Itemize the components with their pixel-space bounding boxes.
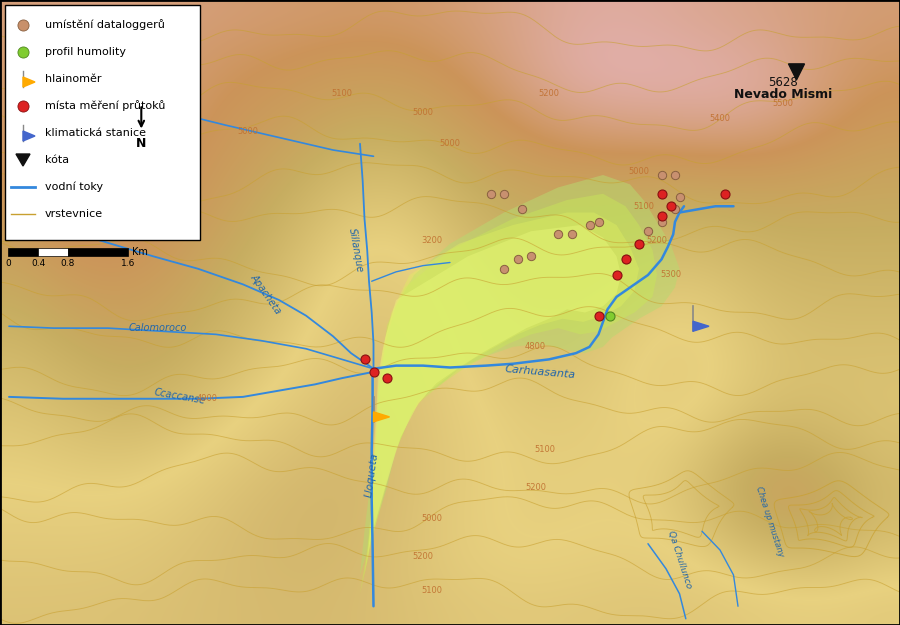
Text: 5200: 5200 (412, 552, 434, 561)
Text: 1.6: 1.6 (121, 259, 135, 268)
Text: 3200: 3200 (421, 236, 443, 245)
Text: kóta: kóta (45, 155, 69, 165)
Bar (68, 248, 128, 256)
Text: 5300: 5300 (660, 271, 681, 279)
Polygon shape (367, 225, 621, 562)
Polygon shape (23, 77, 35, 87)
Text: Km: Km (132, 247, 148, 257)
Text: 0: 0 (5, 259, 11, 268)
Text: 4800: 4800 (525, 342, 546, 351)
Text: 5100: 5100 (331, 89, 353, 98)
Text: Lloqueta: Lloqueta (364, 452, 380, 498)
Text: Qa Chullunco: Qa Chullunco (666, 529, 693, 589)
Polygon shape (16, 154, 30, 166)
Text: Apacheta: Apacheta (248, 272, 283, 316)
Text: Calomoroco: Calomoroco (129, 323, 186, 333)
Text: 0.8: 0.8 (61, 259, 76, 268)
Text: 5200: 5200 (525, 483, 546, 492)
Text: 5628: 5628 (768, 76, 798, 89)
Text: Chea up mustany: Chea up mustany (754, 486, 785, 558)
Text: 5200: 5200 (538, 89, 560, 98)
Text: 5000: 5000 (237, 127, 258, 136)
Polygon shape (788, 64, 805, 80)
Bar (8, 248, 38, 256)
Text: Nevado Mismi: Nevado Mismi (734, 88, 833, 101)
Text: 5200: 5200 (34, 133, 56, 142)
Text: 5100: 5100 (633, 202, 654, 211)
Text: vrstevnice: vrstevnice (45, 209, 104, 219)
Polygon shape (364, 213, 639, 575)
Text: 4800: 4800 (34, 64, 56, 73)
Text: 5100: 5100 (34, 186, 56, 195)
Text: umístění dataloggerů: umístění dataloggerů (45, 19, 165, 31)
Polygon shape (23, 131, 35, 141)
Text: 5100: 5100 (534, 446, 555, 454)
Bar (38, 248, 68, 256)
Bar (5, 5, 200, 240)
Text: profil humolity: profil humolity (45, 47, 126, 57)
Text: 0.4: 0.4 (31, 259, 45, 268)
Text: hlainoměr: hlainoměr (45, 74, 102, 84)
Text: N: N (136, 138, 147, 151)
Text: 5000: 5000 (628, 168, 650, 176)
Polygon shape (374, 412, 390, 422)
Text: místa měření průtoků: místa měření průtoků (45, 101, 166, 111)
Polygon shape (360, 194, 657, 594)
Polygon shape (346, 175, 680, 612)
Text: 5400: 5400 (709, 114, 731, 123)
Text: 4900: 4900 (196, 394, 218, 403)
Text: klimatická stanice: klimatická stanice (45, 128, 146, 138)
Polygon shape (693, 321, 709, 331)
Text: 5500: 5500 (772, 99, 794, 107)
Text: vodní toky: vodní toky (45, 182, 104, 192)
Text: 5000: 5000 (421, 514, 443, 523)
Text: 5000: 5000 (439, 139, 461, 148)
Text: 5200: 5200 (646, 236, 668, 245)
Text: Cauta: Cauta (89, 86, 118, 96)
Text: 5000: 5000 (412, 108, 434, 117)
Text: 5100: 5100 (421, 586, 443, 595)
Text: Ccaccanse: Ccaccanse (154, 388, 206, 406)
Text: Sillanque: Sillanque (346, 227, 364, 273)
Text: Carhuasanta: Carhuasanta (504, 364, 576, 380)
